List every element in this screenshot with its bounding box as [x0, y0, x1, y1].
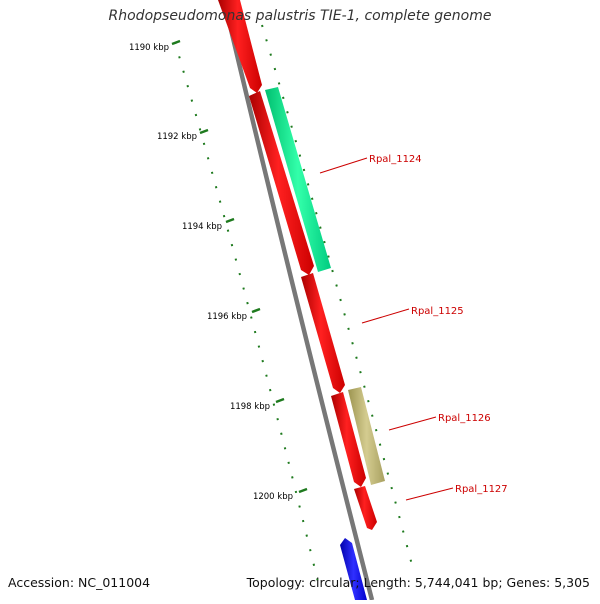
forward-cds-rpal-1127[interactable] — [354, 486, 377, 530]
ruler-label: 1192 kbp — [157, 132, 197, 142]
accession-text: Accession: NC_011004 — [8, 575, 151, 590]
feature-label-rpal-1127[interactable]: Rpal_1127 — [455, 484, 508, 495]
annotation-track — [261, 24, 413, 566]
ruler-major-tick — [171, 39, 181, 46]
label-leaders — [319, 157, 454, 501]
ruler-label: 1194 kbp — [182, 222, 222, 232]
ruler-label: 1190 kbp — [129, 43, 169, 53]
annotation-green[interactable] — [265, 87, 331, 272]
ruler-ticks — [171, 39, 308, 494]
reverse-cds-blue[interactable] — [340, 538, 367, 600]
ruler-major-tick — [275, 397, 285, 404]
map-title: Rhodopseudomonas palustris TIE-1, comple… — [108, 8, 492, 24]
feature-label-rpal-1126[interactable]: Rpal_1126 — [438, 413, 491, 424]
feature-label-rpal-1125[interactable]: Rpal_1125 — [411, 306, 464, 317]
ruler-label: 1198 kbp — [230, 402, 270, 412]
ruler-label: 1200 kbp — [253, 492, 293, 502]
backbone — [221, 0, 375, 601]
ruler-track — [174, 41, 319, 583]
ruler-major-tick — [199, 128, 209, 135]
ruler-major-tick — [298, 487, 308, 494]
forward-cds-rpal-1124[interactable] — [249, 91, 314, 275]
ruler-major-tick — [251, 307, 261, 314]
ruler-label: 1196 kbp — [207, 312, 247, 322]
forward-cds-rpal-1126[interactable] — [331, 392, 366, 487]
forward-cds-1[interactable] — [218, 0, 262, 93]
genome-summary-text: Topology: circular; Length: 5,744,041 bp… — [246, 575, 590, 590]
ruler-major-tick — [225, 217, 235, 224]
feature-label-rpal-1124[interactable]: Rpal_1124 — [369, 154, 422, 165]
forward-cds-rpal-1125[interactable] — [301, 273, 345, 393]
annotation-khaki[interactable] — [348, 387, 385, 485]
